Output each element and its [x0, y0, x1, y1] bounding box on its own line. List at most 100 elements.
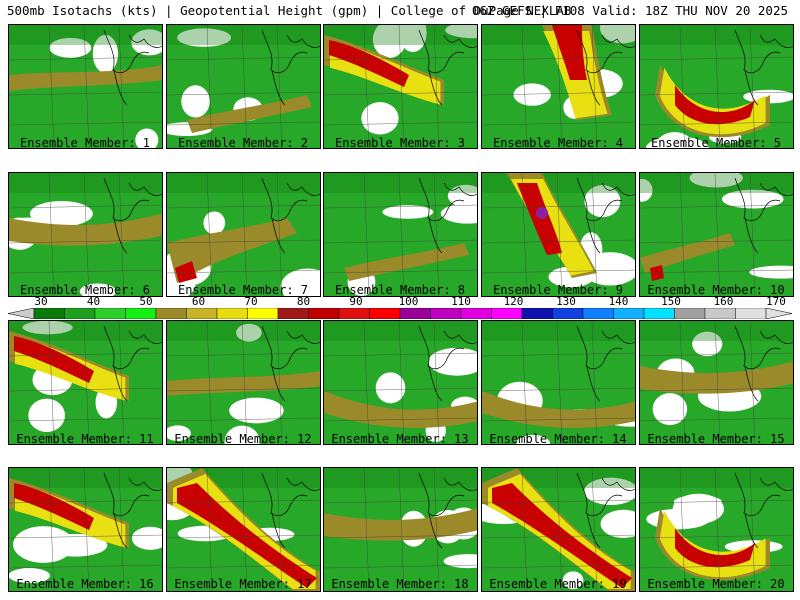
colorbar-swatch [94, 308, 126, 319]
colorbar-tick-label: 60 [191, 295, 206, 308]
header-right: 06Z GEFS | F108 Valid: 18Z THU NOV 20 20… [471, 3, 788, 18]
colorbar-swatch [277, 308, 309, 319]
member-caption: Ensemble Member: 14 [489, 432, 627, 446]
ensemble-map-panel [639, 467, 794, 592]
member-caption: Ensemble Member: 8 [334, 283, 466, 297]
member-caption: Ensemble Member: 2 [177, 136, 309, 150]
colorbar-swatch [521, 308, 553, 319]
colorbar-swatch [582, 308, 614, 319]
ensemble-map-panel [481, 467, 636, 592]
colorbar-swatch [308, 308, 340, 319]
colorbar-tick-label: 130 [556, 295, 576, 308]
ensemble-map-panel [323, 467, 478, 592]
colorbar [8, 308, 792, 319]
colorbar-tick-label: 40 [86, 295, 101, 308]
ensemble-map-panel [166, 24, 321, 149]
ensemble-map-panel [323, 172, 478, 297]
isotach-map [167, 173, 320, 296]
colorbar-swatch [33, 308, 65, 319]
isotach-map [324, 468, 477, 591]
member-caption: Ensemble Member: 11 [16, 432, 154, 446]
isotach-map [9, 321, 162, 444]
ensemble-map-panel [481, 320, 636, 445]
colorbar-swatch [338, 308, 370, 319]
colorbar-swatch [216, 308, 248, 319]
colorbar-tick-label: 50 [139, 295, 153, 308]
ensemble-map-panel [323, 24, 478, 149]
isotach-map [9, 173, 162, 296]
colorbar-swatch [643, 308, 675, 319]
colorbar-swatch [552, 308, 584, 319]
colorbar-swatch [125, 308, 157, 319]
colorbar-tick-label: 170 [766, 295, 786, 308]
colorbar-swatch [247, 308, 279, 319]
member-caption: Ensemble Member: 1 [19, 136, 151, 150]
member-caption: Ensemble Member: 10 [647, 283, 785, 297]
isotach-map [482, 468, 635, 591]
ensemble-map-panel [166, 172, 321, 297]
ensemble-map-panel [8, 172, 163, 297]
member-caption: Ensemble Member: 12 [174, 432, 312, 446]
member-caption: Ensemble Member: 19 [489, 577, 627, 591]
ensemble-map-panel [166, 320, 321, 445]
isotach-map [482, 321, 635, 444]
member-caption: Ensemble Member: 7 [177, 283, 309, 297]
ensemble-map-panel [481, 24, 636, 149]
isotach-map [9, 25, 162, 148]
colorbar-tick-label: 70 [244, 295, 258, 308]
colorbar-swatch [460, 308, 492, 319]
isotach-map [167, 25, 320, 148]
isotach-map [167, 321, 320, 444]
colorbar-tick-label: 150 [661, 295, 681, 308]
colorbar-tick-label: 160 [713, 295, 734, 308]
ensemble-map-panel [639, 24, 794, 149]
member-caption: Ensemble Member: 20 [647, 577, 785, 591]
isotach-map [167, 468, 320, 591]
colorbar-tick-label: 140 [608, 295, 629, 308]
isotach-map [9, 468, 162, 591]
colorbar-swatch [430, 308, 462, 319]
member-caption: Ensemble Member: 16 [16, 577, 154, 591]
isotach-map [640, 173, 793, 296]
ensemble-map-panel [8, 24, 163, 149]
colorbar-swatch [704, 308, 736, 319]
member-caption: Ensemble Member: 5 [650, 136, 782, 150]
ensemble-map-panel [166, 467, 321, 592]
colorbar-tick-label: 120 [503, 295, 524, 308]
ensemble-map-panel [8, 320, 163, 445]
member-caption: Ensemble Member: 4 [492, 136, 624, 150]
colorbar-tick-label: 80 [296, 295, 311, 308]
colorbar-tick-label: 30 [34, 295, 48, 308]
colorbar-swatch [64, 308, 96, 319]
colorbar-swatch [735, 308, 767, 319]
member-caption: Ensemble Member: 18 [331, 577, 469, 591]
colorbar-swatch [491, 308, 523, 319]
colorbar-tick-label: 110 [451, 295, 471, 308]
colorbar-tick-label: 100 [398, 295, 419, 308]
colorbar-swatch [674, 308, 706, 319]
isotach-map [482, 25, 635, 148]
ensemble-map-panel [481, 172, 636, 297]
colorbar-swatch [155, 308, 187, 319]
isotach-map [640, 468, 793, 591]
header-left: 500mb Isotachs (kts) | Geopotential Heig… [7, 3, 572, 18]
isotach-map [324, 25, 477, 148]
colorbar-swatch [613, 308, 645, 319]
isotach-map [324, 173, 477, 296]
isotach-map [640, 25, 793, 148]
isotach-map [640, 321, 793, 444]
member-caption: Ensemble Member: 15 [647, 432, 785, 446]
ensemble-map-panel [323, 320, 478, 445]
member-caption: Ensemble Member: 9 [492, 283, 624, 297]
member-caption: Ensemble Member: 6 [19, 283, 151, 297]
isotach-map [482, 173, 635, 296]
ensemble-map-panel [639, 320, 794, 445]
colorbar-swatch [399, 308, 431, 319]
colorbar-swatch [186, 308, 218, 319]
member-caption: Ensemble Member: 17 [174, 577, 312, 591]
colorbar-tick-label: 90 [349, 295, 363, 308]
member-caption: Ensemble Member: 13 [331, 432, 469, 446]
isotach-map [324, 321, 477, 444]
colorbar-swatch [369, 308, 401, 319]
ensemble-map-panel [639, 172, 794, 297]
